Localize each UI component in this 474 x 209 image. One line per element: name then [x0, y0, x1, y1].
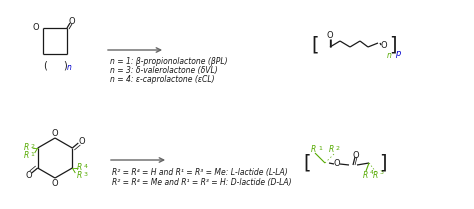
Text: n = 1: β-propionolactone (βPL): n = 1: β-propionolactone (βPL)	[110, 57, 228, 66]
Text: 3: 3	[380, 171, 384, 176]
Text: O: O	[78, 136, 85, 145]
Text: O: O	[327, 31, 333, 40]
Text: ): )	[63, 61, 67, 71]
Text: R: R	[76, 172, 82, 181]
Text: p: p	[395, 48, 401, 57]
Text: [: [	[311, 36, 319, 55]
Text: O: O	[52, 178, 58, 187]
Text: R: R	[363, 171, 368, 180]
Text: R: R	[24, 152, 29, 161]
Text: n = 4: ε-caprolactone (εCL): n = 4: ε-caprolactone (εCL)	[110, 75, 215, 84]
Text: R: R	[24, 144, 29, 153]
Text: 2: 2	[31, 144, 35, 149]
Text: R² = R⁴ = Me and R¹ = R³ = H: D‑lactide (D-LA): R² = R⁴ = Me and R¹ = R³ = H: D‑lactide …	[112, 178, 292, 187]
Text: R: R	[373, 171, 378, 180]
Text: 2: 2	[336, 145, 340, 150]
Text: O: O	[26, 171, 32, 180]
Text: O: O	[353, 150, 359, 159]
Text: 1: 1	[31, 152, 35, 157]
Text: R: R	[329, 145, 334, 154]
Text: ]: ]	[379, 153, 387, 172]
Text: n = 3: δ-valerolactone (δVL): n = 3: δ-valerolactone (δVL)	[110, 66, 218, 75]
Text: O: O	[334, 159, 340, 168]
Text: R: R	[311, 145, 316, 154]
Text: [: [	[303, 153, 311, 172]
Text: 4: 4	[83, 163, 87, 168]
Text: O: O	[52, 129, 58, 138]
Text: ]: ]	[389, 36, 397, 55]
Text: 3: 3	[83, 172, 87, 176]
Text: (: (	[43, 61, 47, 71]
Text: R² = R⁴ = H and R¹ = R³ = Me: L‑lactide (L-LA): R² = R⁴ = H and R¹ = R³ = Me: L‑lactide …	[112, 168, 288, 177]
Text: R: R	[76, 163, 82, 172]
Text: O: O	[381, 41, 387, 50]
Text: O: O	[33, 23, 39, 32]
Text: O: O	[69, 17, 75, 25]
Text: n: n	[66, 64, 72, 73]
Text: n: n	[387, 51, 392, 60]
Text: 1: 1	[318, 145, 322, 150]
Text: 4: 4	[370, 171, 374, 176]
